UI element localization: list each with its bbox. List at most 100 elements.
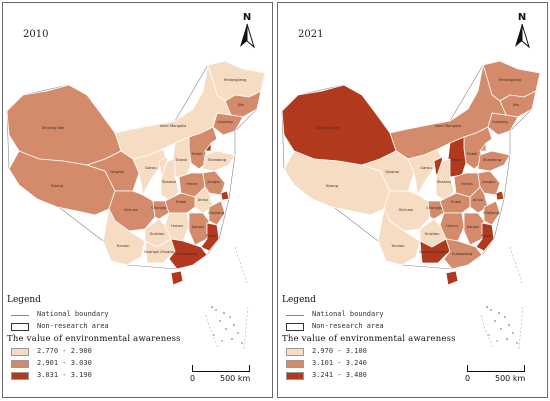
province-label: Sichuan: [124, 208, 138, 212]
province-shape: [102, 207, 146, 266]
legend: Legend National boundary Non-research ar…: [282, 295, 544, 381]
south-china-sea-islands: [205, 306, 249, 350]
province-label: Guangdong: [452, 252, 473, 256]
province-shanxi: Shanxi: [447, 136, 467, 178]
north-arrow-icon: [515, 23, 530, 49]
north-letter: N: [517, 12, 527, 23]
province-shape: [172, 136, 192, 178]
province-shape: [8, 150, 116, 216]
province-shanghai: [495, 190, 505, 201]
class-1-swatch: [286, 348, 304, 356]
province-label: Guangdong: [177, 252, 198, 256]
province-shape: [200, 222, 220, 252]
china-map: Heilongjiang Jilin Liaoning Inner Mongolia H…: [6, 60, 266, 286]
value-legend-title: The value of environmental awareness: [7, 334, 181, 344]
non-research-symbol: [11, 323, 29, 331]
province-shandong: Shandong: [202, 150, 236, 172]
class-1-swatch: [11, 348, 29, 356]
province-label: Fujian: [481, 234, 492, 238]
province-taiwan: [226, 234, 236, 256]
province-label: Anhui: [198, 198, 208, 202]
province-label: Jiangsu: [482, 180, 496, 184]
class-3-swatch: [11, 372, 29, 380]
province-label: Hebei: [467, 152, 477, 156]
province-shape: [495, 190, 505, 201]
province-shanxi: Shanxi: [172, 136, 192, 178]
province-shanghai: [220, 190, 230, 201]
legend-non-research: Non-research area: [282, 320, 544, 332]
legend-class-1: 2.970 - 3.100: [282, 345, 544, 357]
map-panel-2021: 2021 N Heilongjiang Jilin Liaoning Inner Mo…: [277, 2, 548, 398]
province-yunnan: Yunnan: [377, 207, 421, 266]
province-label: Xizang: [51, 184, 63, 188]
province-shape: [226, 234, 236, 256]
province-label: Xizang: [326, 184, 338, 188]
province-label: Jiangxi: [466, 225, 479, 229]
boundary-line-symbol: [11, 315, 29, 316]
province-guangdong: Guangdong: [168, 238, 208, 270]
province-label: Gansu: [420, 166, 431, 170]
province-label: Liaoning: [217, 120, 232, 124]
north-arrow: N: [236, 13, 258, 53]
province-shape: [487, 112, 519, 136]
scale-bar: 0 500 km: [190, 365, 260, 387]
province-label: Qinghai: [110, 170, 124, 174]
province-taiwan: [501, 234, 511, 256]
year-label: 2010: [23, 29, 49, 40]
legend-class-3: 3.031 - 3.190: [7, 369, 269, 381]
legend-class-2: 2.901 - 3.030: [7, 357, 269, 369]
north-arrow: N: [511, 13, 533, 53]
province-shape: [202, 150, 236, 172]
province-shandong: Shandong: [477, 150, 511, 172]
province-label: Qinghai: [385, 170, 399, 174]
legend-class-1: 2.770 - 2.900: [7, 345, 269, 357]
province-label: Anhui: [473, 198, 483, 202]
legend: Legend National boundary Non-research ar…: [7, 295, 269, 381]
province-label: Xinjiang Wei: [42, 126, 64, 130]
map-panel-2010: 2010 N Heilongjiang Jilin Liaoning Inner Mo…: [2, 2, 273, 398]
province-yunnan: Yunnan: [102, 207, 146, 266]
scale-bar: 0 500 km: [465, 365, 535, 387]
province-label: Hunan: [446, 224, 458, 228]
class-2-swatch: [286, 360, 304, 368]
legend-national-boundary: National boundary: [7, 308, 269, 320]
sea-boundary-line: [509, 246, 523, 284]
province-shape: [220, 190, 230, 201]
province-shape: [475, 222, 495, 252]
north-arrow-icon: [240, 23, 255, 49]
province-label: Fujian: [206, 234, 217, 238]
province-xizang: Xizang: [8, 150, 116, 216]
class-3-swatch: [286, 372, 304, 380]
province-shape: [483, 200, 501, 226]
value-legend-title: The value of environmental awareness: [282, 334, 456, 344]
province-shape: [377, 207, 421, 266]
province-zhejiang: Zhejiang: [483, 200, 501, 226]
sea-boundary-line: [234, 246, 248, 284]
province-label: Guizhou: [150, 232, 165, 236]
province-label: Gansu: [145, 166, 156, 170]
province-shape: [168, 238, 208, 270]
province-label: Hubei: [176, 200, 186, 204]
province-shape: [132, 148, 168, 197]
province-zhejiang: Zhejiang: [208, 200, 226, 226]
province-shape: [427, 200, 445, 220]
province-shape: [170, 270, 184, 286]
province-guangdong: Guangdong: [443, 238, 483, 270]
province-fujian: Fujian: [475, 222, 495, 252]
province-shape: [501, 234, 511, 256]
province-liaoning: Liaoning: [212, 112, 244, 136]
province-label: Shandong: [483, 158, 501, 162]
province-shape: [208, 200, 226, 226]
province-shape: [152, 200, 170, 220]
non-research-symbol: [286, 323, 304, 331]
province-label: Chongqing: [426, 206, 445, 210]
province-gansu: Gansu: [132, 148, 168, 197]
province-label: Yunnan: [391, 244, 404, 248]
province-xizang: Xizang: [283, 150, 391, 216]
province-label: Shandong: [208, 158, 226, 162]
province-label: Heilongjiang: [224, 78, 246, 82]
province-label: Hunan: [171, 224, 183, 228]
legend-national-boundary: National boundary: [282, 308, 544, 320]
province-label: Heilongjiang: [499, 78, 521, 82]
legend-non-research: Non-research area: [7, 320, 269, 332]
